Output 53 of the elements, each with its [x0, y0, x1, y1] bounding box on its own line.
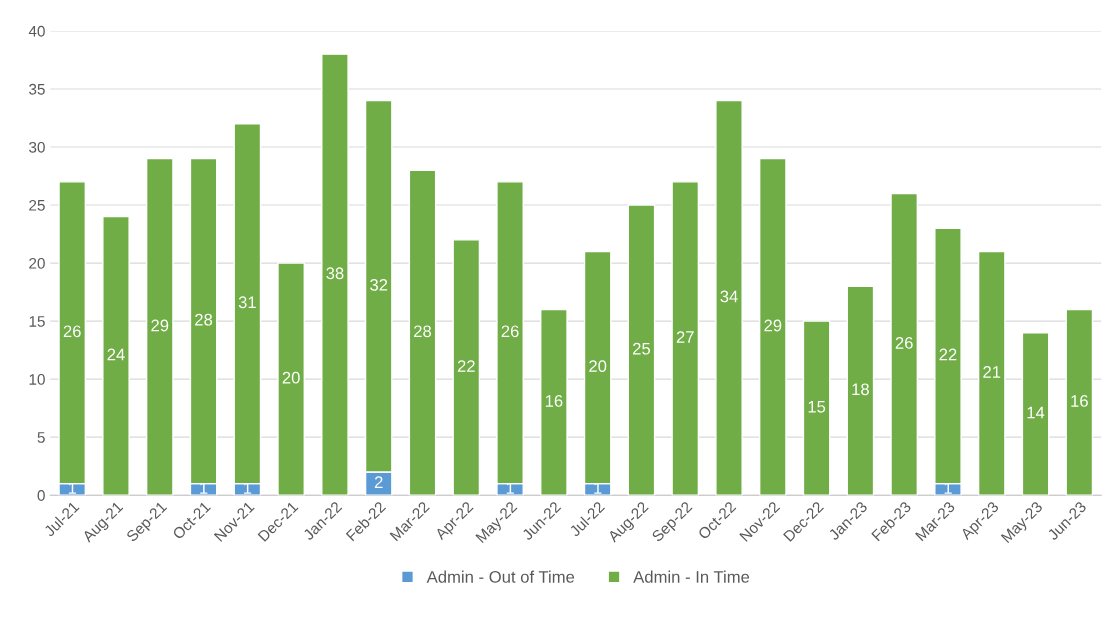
bar [321, 53, 349, 496]
data-label: 38 [326, 267, 344, 280]
y-tick-label: 0 [37, 490, 45, 501]
data-label: 24 [107, 348, 125, 361]
data-label: 20 [282, 371, 300, 384]
data-label: 26 [895, 336, 913, 349]
bar [890, 192, 919, 496]
bar [846, 285, 875, 496]
bar [1065, 308, 1094, 496]
data-label: 31 [238, 296, 256, 309]
y-tick-label: 10 [29, 374, 45, 385]
data-label: 15 [808, 401, 826, 413]
data-label: 28 [195, 313, 213, 326]
data-label: 32 [370, 278, 388, 291]
bar [452, 239, 481, 496]
data-label: 21 [983, 366, 1001, 378]
y-tick-label: 5 [37, 432, 45, 443]
data-label: 16 [1071, 395, 1088, 407]
bar [145, 157, 174, 496]
data-label: 27 [676, 331, 694, 343]
y-tick-label: 20 [29, 257, 45, 269]
y-tick-label: 25 [29, 199, 45, 211]
bar [627, 204, 656, 496]
data-label: 25 [633, 342, 651, 355]
data-label: 29 [151, 319, 169, 332]
legend-label: Admin - In Time [633, 570, 750, 583]
data-label: 28 [414, 325, 432, 338]
bar [102, 215, 130, 496]
data-label: 2 [374, 476, 383, 488]
bar [408, 169, 437, 496]
data-label: 29 [764, 319, 782, 332]
data-label: 16 [545, 395, 563, 407]
data-label: 20 [589, 360, 607, 373]
bar [715, 99, 743, 496]
y-tick-label: 30 [29, 141, 45, 153]
legend-label: Admin - Out of Time [426, 570, 575, 583]
data-label: 26 [501, 325, 519, 338]
bar [671, 181, 700, 496]
data-label: 26 [63, 325, 81, 338]
y-tick-label: 40 [28, 25, 45, 37]
bar [277, 262, 305, 496]
data-label: 22 [939, 348, 957, 361]
bar [977, 250, 1006, 496]
data-label: 14 [1027, 406, 1045, 419]
bar [758, 157, 787, 496]
bar [802, 320, 831, 496]
bar [1021, 332, 1050, 496]
y-tick-label: 15 [29, 316, 45, 327]
data-label: 18 [852, 383, 869, 396]
y-tick-label: 35 [29, 83, 45, 95]
data-label: 22 [457, 360, 475, 372]
bar [540, 308, 568, 496]
data-label: 34 [720, 290, 738, 303]
